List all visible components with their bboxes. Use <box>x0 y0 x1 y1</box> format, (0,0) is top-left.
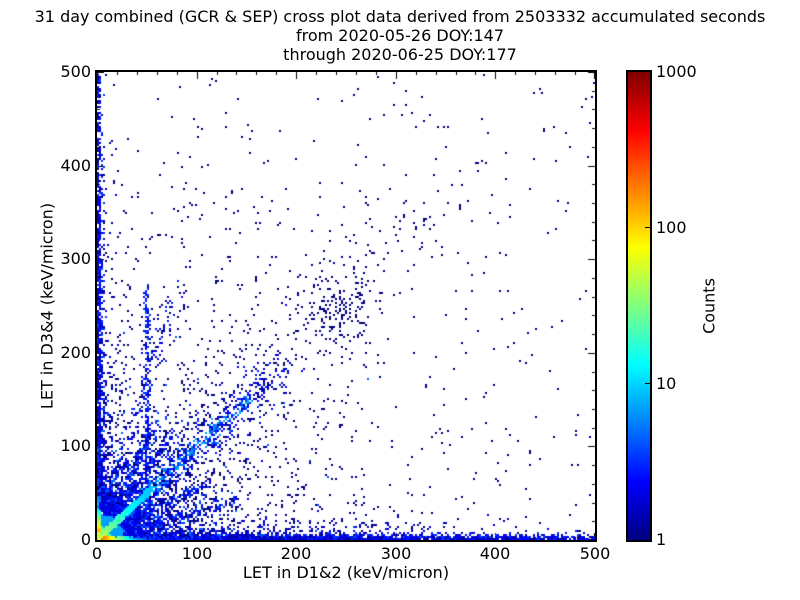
x-tick-label-5: 500 <box>579 544 611 563</box>
colorbar-tick-label-100: 100 <box>656 218 687 237</box>
y-tick-label-500: 500 <box>60 62 91 81</box>
colorbar-tick-10 <box>645 383 650 384</box>
title-line-2: from 2020-05-26 DOY:147 <box>295 26 504 45</box>
x-tick-label-4: 400 <box>479 544 511 563</box>
colorbar-tick-label-1000: 1000 <box>656 62 697 81</box>
y-tick-label-300: 300 <box>60 249 91 268</box>
x-tick-label-1: 100 <box>181 544 213 563</box>
chart-title: 31 day combined (GCR & SEP) cross plot d… <box>0 7 800 64</box>
colorbar-title: Counts <box>699 278 719 334</box>
y-tick-label-100: 100 <box>60 436 91 455</box>
x-axis-label: LET in D1&2 (keV/micron) <box>242 563 450 582</box>
colorbar-gradient <box>628 72 650 540</box>
x-tick-label-2: 200 <box>280 544 312 563</box>
y-tick-label-400: 400 <box>60 156 91 175</box>
y-axis-label: LET in D3&4 (keV/micron) <box>37 202 57 410</box>
colorbar-tick-label-1: 1 <box>656 530 667 549</box>
colorbar <box>626 70 652 542</box>
colorbar-tick-100 <box>645 227 650 228</box>
title-line-3: through 2020-06-25 DOY:177 <box>283 45 517 64</box>
scatter-canvas <box>97 72 595 540</box>
y-tick-label-200: 200 <box>60 343 91 362</box>
plot-area <box>95 70 597 542</box>
x-tick-label-0: 0 <box>91 544 103 563</box>
title-line-1: 31 day combined (GCR & SEP) cross plot d… <box>34 7 766 26</box>
colorbar-tick-label-10: 10 <box>656 374 677 393</box>
y-tick-label-0: 0 <box>80 530 91 549</box>
x-tick-label-3: 300 <box>380 544 412 563</box>
